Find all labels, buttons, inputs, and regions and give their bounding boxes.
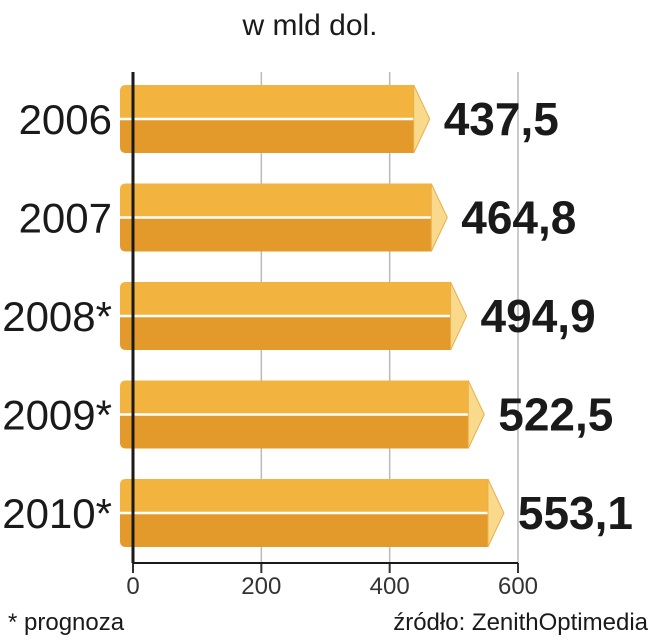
x-tick-label: 0 xyxy=(126,573,139,600)
bar xyxy=(120,281,468,351)
bar-end-cap xyxy=(413,84,431,154)
bar xyxy=(120,183,448,252)
bar-end-cap xyxy=(487,478,505,548)
category-label: 2008* xyxy=(2,293,112,340)
value-label: 437,5 xyxy=(444,93,559,145)
x-tick-label: 600 xyxy=(498,573,538,600)
value-label: 464,8 xyxy=(461,192,576,244)
bars xyxy=(120,84,505,548)
bar-end-cap xyxy=(430,183,448,252)
x-axis: 0 200 400 600 xyxy=(126,72,538,600)
bar-bottom-face xyxy=(120,414,469,449)
bar-bottom-face xyxy=(120,217,432,252)
category-label: 2010* xyxy=(2,490,112,537)
bar xyxy=(120,380,485,449)
footnote: * prognoza xyxy=(8,609,125,636)
bar xyxy=(120,84,431,154)
unit-label: w mld dol. xyxy=(241,9,377,42)
bar-bottom-face xyxy=(120,119,414,153)
bar-top-face xyxy=(120,380,469,415)
value-label: 522,5 xyxy=(498,389,613,441)
value-label: 494,9 xyxy=(481,290,596,342)
category-label: 2006 xyxy=(19,96,112,143)
x-tick-label: 200 xyxy=(241,573,281,600)
bar xyxy=(120,478,505,548)
category-label: 2007 xyxy=(19,195,112,242)
source-label: źródło: ZenithOptimedia xyxy=(393,609,648,636)
x-tick-label: 400 xyxy=(370,573,410,600)
bar-bottom-face xyxy=(120,316,451,350)
bar-end-cap xyxy=(450,281,468,351)
bar-labels: 2006 437,5 2007 464,8 2008* 494,9 2009* 522,5 20… xyxy=(2,93,633,539)
bar-top-face xyxy=(120,282,451,316)
bar-bottom-face xyxy=(120,513,488,547)
bar-end-cap xyxy=(467,380,485,449)
category-label: 2009* xyxy=(2,392,112,439)
bar-top-face xyxy=(120,479,488,513)
bar-top-face xyxy=(120,85,414,119)
value-label: 553,1 xyxy=(518,487,633,539)
bar-top-face xyxy=(120,183,432,218)
